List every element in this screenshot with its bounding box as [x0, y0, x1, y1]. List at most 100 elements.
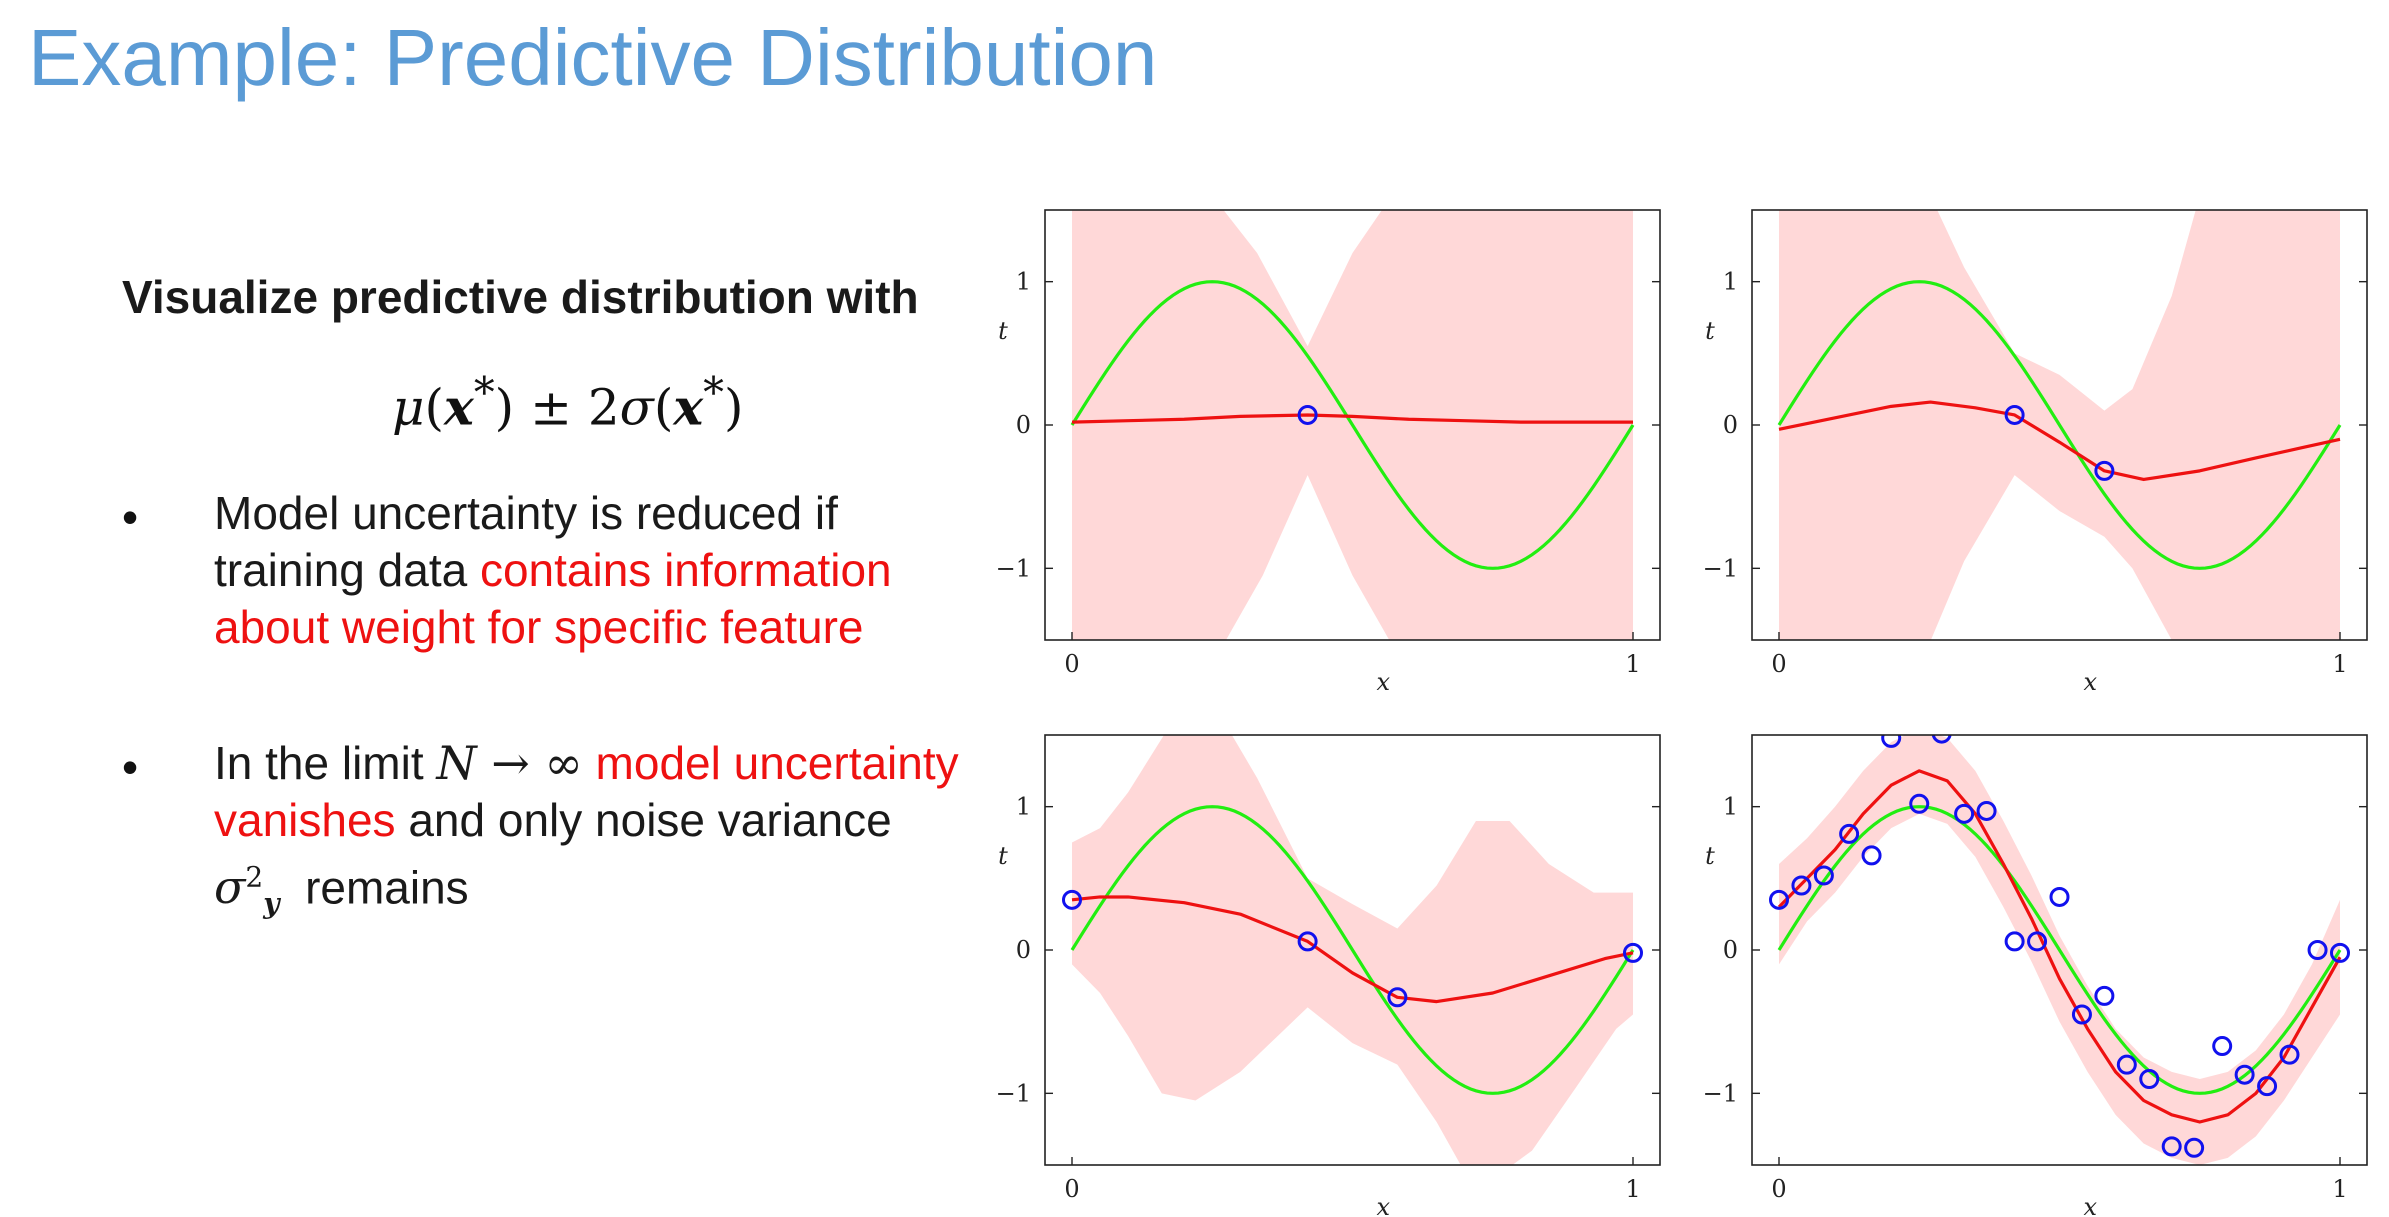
slide-title: Example: Predictive Distribution: [28, 13, 1158, 102]
plot-area-top-right: [1777, 210, 2342, 640]
ytick-label-top-right-2: −1: [1703, 554, 1738, 582]
xtick-label-top-right-0: 0: [1771, 650, 1786, 678]
predictive-formula: μ(x*) ± 2σ(x*): [392, 368, 743, 437]
x-axis-label-top-right: x: [2083, 668, 2097, 696]
bullet-2-emphasis: model uncertainty vanishes: [214, 737, 959, 846]
formula-close-1: ): [494, 378, 515, 437]
xtick-label-bottom-right-1: 1: [2332, 1175, 2347, 1203]
mean-curve-top-left: [1071, 413, 1633, 424]
plot-bottom-left: 1 0 −1 0 1 x t: [996, 734, 1661, 1217]
bullet-marker-2: •: [122, 741, 139, 793]
plot-area-bottom-right: [1769, 735, 2350, 1165]
data-point-bottom-right-22: [2279, 1044, 2300, 1065]
data-point-top-right-1: [2094, 460, 2115, 481]
xtick-label-bottom-left-0: 0: [1064, 1175, 1079, 1203]
ytick-label-bottom-right-1: 0: [1723, 936, 1738, 964]
xtick-label-bottom-left-1: 1: [1625, 1175, 1640, 1203]
data-point-bottom-right-18: [2184, 1137, 2205, 1158]
ytick-label-bottom-left-1: 0: [1016, 936, 1031, 964]
data-point-top-right-0: [2004, 404, 2025, 425]
bullet-2-part-4: remains: [305, 861, 469, 914]
noise-sigma-sub-y: y: [263, 887, 280, 921]
formula-x-2: x: [673, 377, 704, 437]
bullet-2-part-3: and only noise variance: [395, 794, 892, 846]
ytick-label-bottom-left-2: −1: [996, 1079, 1031, 1107]
data-point-bottom-right-2: [1813, 865, 1834, 886]
bullet-marker-1: •: [122, 491, 139, 543]
formula-close-2: ): [723, 378, 744, 437]
data-point-bottom-right-9: [1976, 800, 1997, 821]
formula-sigma: σ: [619, 378, 654, 437]
bullet-1-emphasis: contains information about weight for sp…: [214, 544, 892, 653]
true-curve-bottom-right: [1777, 805, 2342, 1095]
data-point-bottom-right-8: [1954, 803, 1975, 824]
plot-top-right: 1 0 −1 0 1 x t: [1703, 209, 2368, 696]
ytick-label-bottom-left-0: 1: [1016, 793, 1031, 821]
xtick-label-top-left-1: 1: [1625, 650, 1640, 678]
data-point-bottom-right-10: [2004, 931, 2025, 952]
bullet-2-limit-math: N → ∞: [436, 736, 583, 790]
lead-text: Visualize predictive distribution with: [122, 271, 919, 323]
data-point-bottom-right-11: [2027, 931, 2048, 952]
formula-open-2: (: [653, 378, 674, 437]
data-point-bottom-right-3: [1839, 823, 1860, 844]
formula-mu: μ: [392, 378, 425, 437]
data-point-bottom-right-12: [2049, 886, 2070, 907]
x-axis-label-top-left: x: [1376, 668, 1390, 696]
plot-top-left: 1 0 −1 0 1 x t: [996, 209, 1661, 696]
data-point-bottom-right-17: [2161, 1136, 2182, 1157]
ytick-label-bottom-right-0: 1: [1723, 793, 1738, 821]
data-point-bottom-right-5: [1881, 735, 1902, 748]
ytick-label-top-left-2: −1: [996, 554, 1031, 582]
data-point-bottom-right-16: [2139, 1069, 2160, 1089]
y-axis-label-top-right: t: [1705, 317, 1715, 345]
x-axis-label-bottom-right: x: [2083, 1193, 2097, 1217]
noise-sigma-sup: 2: [245, 861, 264, 894]
xtick-label-bottom-right-0: 0: [1771, 1175, 1786, 1203]
data-point-top-left-0: [1297, 404, 1318, 425]
plot-bottom-right: 1 0 −1 0 1 x t: [1703, 734, 2368, 1217]
y-axis-label-top-left: t: [998, 317, 1008, 345]
true-curve-bottom-left: [1070, 805, 1635, 1095]
plot-area-top-left: [1070, 210, 1635, 640]
x-axis-label-bottom-left: x: [1376, 1193, 1390, 1217]
ytick-label-top-right-1: 0: [1723, 411, 1738, 439]
formula-open-1: (: [424, 378, 445, 437]
uncertainty-band-bottom-right: [1779, 735, 2340, 1165]
data-point-bottom-right-13: [2071, 1004, 2092, 1025]
noise-sigma: σ: [214, 860, 246, 915]
bullet-1-part-1: Model uncertainty is reduced if training…: [214, 487, 838, 596]
ytick-label-top-left-0: 1: [1016, 268, 1031, 296]
y-axis-label-bottom-left: t: [998, 842, 1008, 870]
true-curve-top-right: [1777, 280, 2342, 570]
noise-variance-symbol: σ2y: [214, 860, 280, 920]
mean-curve-top-right: [1778, 400, 2341, 482]
plot-area-bottom-left: [1062, 735, 1643, 1165]
formula-x-1: x: [444, 377, 474, 437]
data-point-bottom-right-23: [2307, 940, 2328, 960]
data-point-bottom-right-1: [1791, 875, 1812, 896]
bullet-text-1: Model uncertainty is reduced if training…: [214, 485, 974, 656]
data-point-bottom-right-24: [2330, 942, 2350, 963]
formula-star-1: *: [473, 368, 495, 417]
data-point-bottom-right-14: [2094, 985, 2115, 1006]
data-point-bottom-left-2: [1387, 987, 1408, 1008]
data-point-bottom-left-0: [1062, 889, 1082, 910]
ytick-label-top-left-1: 0: [1016, 411, 1031, 439]
bullet-text-2: In the limit N → ∞ model uncertainty van…: [214, 735, 974, 933]
data-point-bottom-left-3: [1623, 942, 1643, 963]
data-point-bottom-right-6: [1909, 793, 1930, 814]
data-point-bottom-right-19: [2212, 1036, 2233, 1057]
formula-star-2: *: [703, 368, 724, 417]
ytick-label-bottom-right-2: −1: [1703, 1079, 1738, 1107]
data-point-bottom-right-7: [1931, 735, 1952, 744]
mean-curve-bottom-left: [1071, 895, 1634, 1004]
noise-sigma-sub: y: [263, 888, 279, 921]
data-point-bottom-right-21: [2257, 1076, 2278, 1097]
ytick-label-top-right-0: 1: [1723, 268, 1738, 296]
xtick-label-top-left-0: 0: [1064, 650, 1079, 678]
y-axis-label-bottom-right: t: [1705, 842, 1715, 870]
true-curve-top-left: [1070, 280, 1635, 570]
data-point-bottom-right-0: [1769, 889, 1789, 910]
